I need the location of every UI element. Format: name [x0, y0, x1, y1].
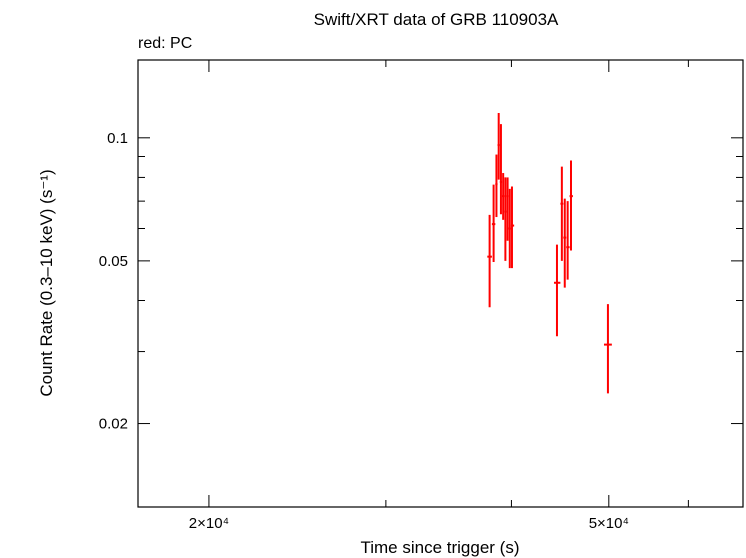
y-tick-label: 0.05 — [99, 253, 128, 270]
data-point — [510, 186, 515, 269]
chart-subtitle: red: PC — [138, 35, 192, 52]
data-point — [502, 173, 505, 220]
data-point — [508, 188, 511, 269]
data-point — [491, 184, 496, 262]
data-point — [569, 160, 573, 251]
data-point — [499, 124, 503, 215]
x-tick-label: 2×10⁴ — [189, 515, 229, 532]
data-point — [495, 154, 498, 218]
data-point — [603, 304, 612, 394]
data-point — [504, 177, 507, 261]
data-point — [563, 198, 567, 288]
data-point — [566, 201, 570, 280]
tick-labels: 2×10⁴ 5×10⁴ 0.1 0.05 0.02 — [99, 130, 629, 532]
data-point — [506, 177, 509, 241]
data-series — [487, 112, 612, 394]
data-point — [554, 244, 561, 337]
axis-ticks — [138, 60, 743, 507]
y-axis-label: Count Rate (0.3–10 keV) (s⁻¹) — [37, 169, 56, 396]
data-point — [560, 166, 564, 261]
data-point — [497, 112, 500, 180]
y-tick-label: 0.1 — [107, 130, 128, 147]
data-point — [487, 214, 492, 308]
x-tick-label: 5×10⁴ — [589, 515, 629, 532]
y-tick-label: 0.02 — [99, 416, 128, 433]
chart-title: Swift/XRT data of GRB 110903A — [314, 10, 559, 29]
plot-frame — [137, 59, 744, 508]
x-axis-label: Time since trigger (s) — [360, 538, 519, 557]
